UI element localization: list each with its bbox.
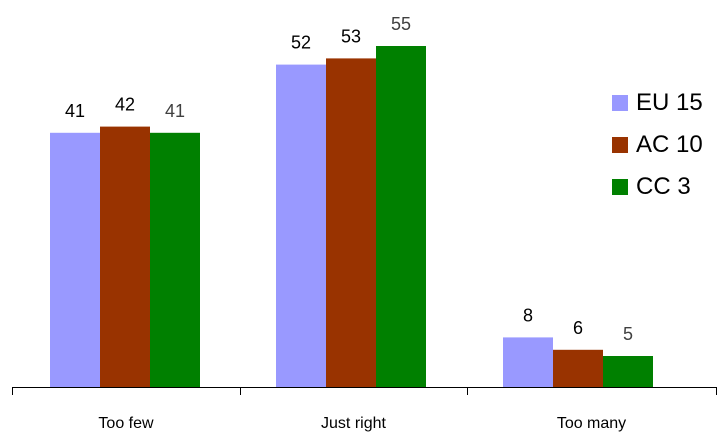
data-label-eu-15-just-right: 52 <box>291 33 311 53</box>
data-label-cc-3-just-right: 55 <box>391 14 411 34</box>
x-tick-label-just-right: Just right <box>321 415 386 432</box>
x-axis-tick-labels-group: Too few Just right Too many <box>98 415 626 432</box>
data-label-eu-15-too-many: 8 <box>523 305 533 325</box>
bar-eu-15-just-right <box>276 64 326 387</box>
bar-eu-15-too-few <box>50 132 100 387</box>
x-axis-ticks-group <box>12 387 717 395</box>
bar-eu-15-too-many <box>503 337 553 387</box>
data-label-cc-3-too-many: 5 <box>623 324 633 344</box>
legend-label-cc-3: CC 3 <box>636 173 691 200</box>
data-label-ac-10-too-many: 6 <box>573 318 583 338</box>
legend-swatch-ac-10 <box>612 137 628 153</box>
bar-ac-10-too-few <box>100 126 150 387</box>
x-tick-label-too-few: Too few <box>98 415 154 432</box>
legend-label-ac-10: AC 10 <box>636 131 703 158</box>
bar-cc-3-too-few <box>150 132 200 387</box>
data-labels-group: 41 42 41 52 53 55 8 6 5 <box>65 14 633 344</box>
x-tick-label-too-many: Too many <box>557 415 626 432</box>
data-label-eu-15-too-few: 41 <box>65 101 85 121</box>
data-label-ac-10-just-right: 53 <box>341 26 361 46</box>
bar-ac-10-too-many <box>553 349 603 387</box>
bar-cc-3-just-right <box>376 46 426 387</box>
bar-ac-10-just-right <box>326 58 376 388</box>
bar-cc-3-too-many <box>603 356 653 387</box>
legend: EU 15 AC 10 CC 3 <box>612 89 703 200</box>
legend-label-eu-15: EU 15 <box>636 89 703 116</box>
data-label-cc-3-too-few: 41 <box>165 101 185 121</box>
legend-swatch-cc-3 <box>612 179 628 195</box>
bars-group <box>50 46 653 388</box>
data-label-ac-10-too-few: 42 <box>115 95 135 115</box>
legend-swatch-eu-15 <box>612 95 628 111</box>
